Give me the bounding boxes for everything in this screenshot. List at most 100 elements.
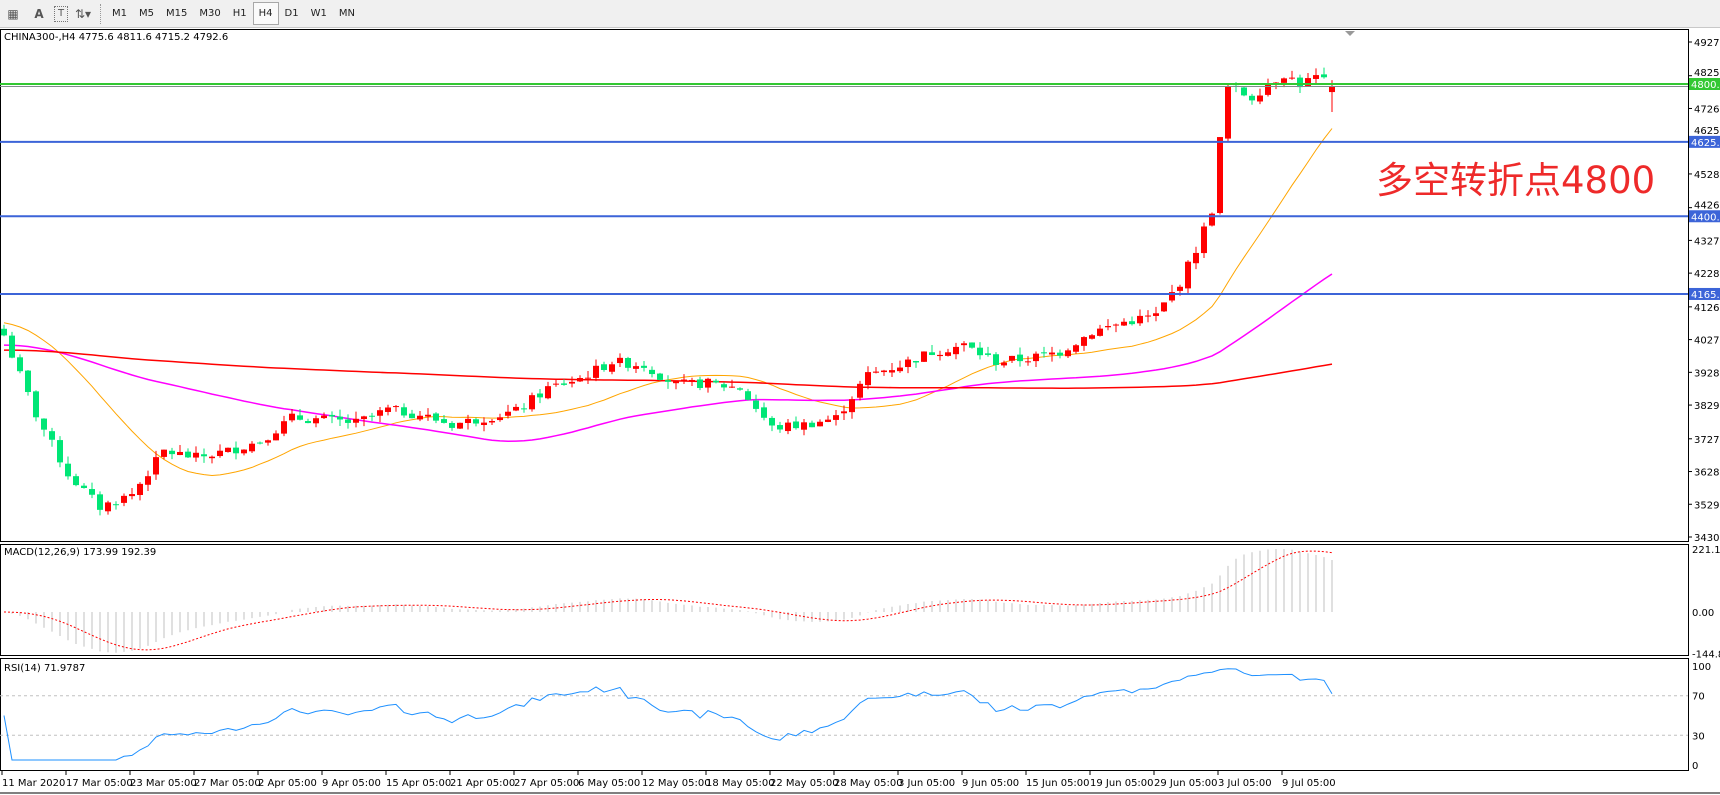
candle-body xyxy=(289,413,295,421)
candle-body xyxy=(1137,315,1143,324)
candle-body xyxy=(649,369,655,375)
candle-body xyxy=(1217,137,1223,213)
candle xyxy=(1057,349,1063,359)
candle-body xyxy=(897,367,903,372)
candle xyxy=(1105,319,1111,331)
timeframe-h1[interactable]: H1 xyxy=(232,8,247,19)
candle xyxy=(17,354,23,374)
candle-body xyxy=(1057,352,1063,356)
candle xyxy=(753,394,759,413)
candle xyxy=(985,346,991,357)
candle xyxy=(977,342,983,360)
candle xyxy=(473,417,479,427)
timeframe-mn[interactable]: MN xyxy=(338,8,355,19)
date-label: 17 Mar 05:00 xyxy=(66,778,133,789)
candle-body xyxy=(65,463,71,477)
candle-body xyxy=(1105,326,1111,328)
candle xyxy=(937,350,943,361)
candle-body xyxy=(265,440,271,443)
candle-body xyxy=(393,406,399,408)
candle xyxy=(889,363,895,378)
text-icon[interactable]: A xyxy=(34,6,44,21)
candle-body xyxy=(889,370,895,373)
candle xyxy=(1041,346,1047,358)
date-label: 27 Apr 05:00 xyxy=(514,778,579,789)
candle xyxy=(1241,86,1247,97)
candle xyxy=(201,448,207,463)
candle-body xyxy=(1121,321,1127,326)
candle xyxy=(249,441,255,453)
candle-body xyxy=(913,360,919,363)
candle xyxy=(1321,67,1327,79)
price-chart[interactable]: 4927.0 4825.0 4726.0 4625.0 4528.0 4426.0 4327… xyxy=(0,28,1720,795)
candle-body xyxy=(945,352,951,356)
candle xyxy=(313,415,319,428)
timeframe-m15[interactable]: M15 xyxy=(166,8,188,19)
candle-body xyxy=(905,359,911,368)
candle xyxy=(945,348,951,357)
candle xyxy=(185,448,191,459)
date-label: 11 Mar 2020 xyxy=(2,778,65,789)
candle xyxy=(537,388,543,404)
price-tick-label: 4528.0 xyxy=(1694,170,1720,181)
candle xyxy=(897,360,903,373)
timeframe-h4[interactable]: H4 xyxy=(252,2,279,25)
candle xyxy=(1217,137,1223,215)
candle xyxy=(585,370,591,384)
candle xyxy=(49,427,55,447)
candle xyxy=(393,404,399,412)
template-icon[interactable]: ▦ xyxy=(7,6,19,21)
candle xyxy=(1225,83,1231,142)
candle xyxy=(353,411,359,428)
candle xyxy=(1153,306,1159,322)
date-label: 22 May 05:00 xyxy=(770,778,839,789)
date-label: 19 Jun 05:00 xyxy=(1090,778,1154,789)
ma-mid-line xyxy=(3,273,1333,443)
date-label: 29 Jun 05:00 xyxy=(1154,778,1218,789)
candle xyxy=(449,421,455,431)
candle xyxy=(617,353,623,367)
candle-body xyxy=(169,450,175,455)
candle-body xyxy=(849,399,855,413)
candle-body xyxy=(761,407,767,418)
candle xyxy=(905,356,911,374)
candle-body xyxy=(929,352,935,355)
date-label: 2 Apr 05:00 xyxy=(258,778,317,789)
macd-tick-label: 0.00 xyxy=(1692,608,1714,619)
candle-body xyxy=(1169,292,1175,301)
price-tick-label: 3430.0 xyxy=(1694,533,1720,544)
candle-body xyxy=(145,476,151,485)
timeframe-w1[interactable]: W1 xyxy=(310,8,327,19)
candle xyxy=(593,359,599,382)
candle-body xyxy=(721,384,727,388)
candle xyxy=(673,381,679,390)
candle-body xyxy=(249,443,255,452)
candle-body xyxy=(1289,77,1295,79)
timeframe-m5[interactable]: M5 xyxy=(139,8,154,19)
candle xyxy=(337,409,343,426)
candle xyxy=(33,390,39,422)
candle xyxy=(825,415,831,423)
timeframe-d1[interactable]: D1 xyxy=(284,8,299,19)
candle-body xyxy=(1265,84,1271,95)
candle xyxy=(1289,70,1295,80)
candle-body xyxy=(961,343,967,346)
text-label-icon[interactable]: T xyxy=(54,5,68,22)
timeframe-m1[interactable]: M1 xyxy=(112,8,127,19)
date-label: 3 Jul 05:00 xyxy=(1218,778,1272,789)
candle-body xyxy=(793,421,799,429)
candle xyxy=(969,342,975,349)
candle-body xyxy=(577,378,583,382)
candle xyxy=(697,376,703,391)
candle xyxy=(41,418,47,437)
candle-body xyxy=(1001,362,1007,366)
candle-body xyxy=(841,411,847,414)
candle xyxy=(193,446,199,462)
candle-body xyxy=(865,372,871,386)
candle xyxy=(1193,246,1199,270)
timeframe-m30[interactable]: M30 xyxy=(199,8,221,19)
candle xyxy=(1201,222,1207,258)
arrows-icon[interactable]: ⇅▾ xyxy=(74,6,92,21)
candle-body xyxy=(1241,87,1247,96)
candle-body xyxy=(1193,252,1199,264)
